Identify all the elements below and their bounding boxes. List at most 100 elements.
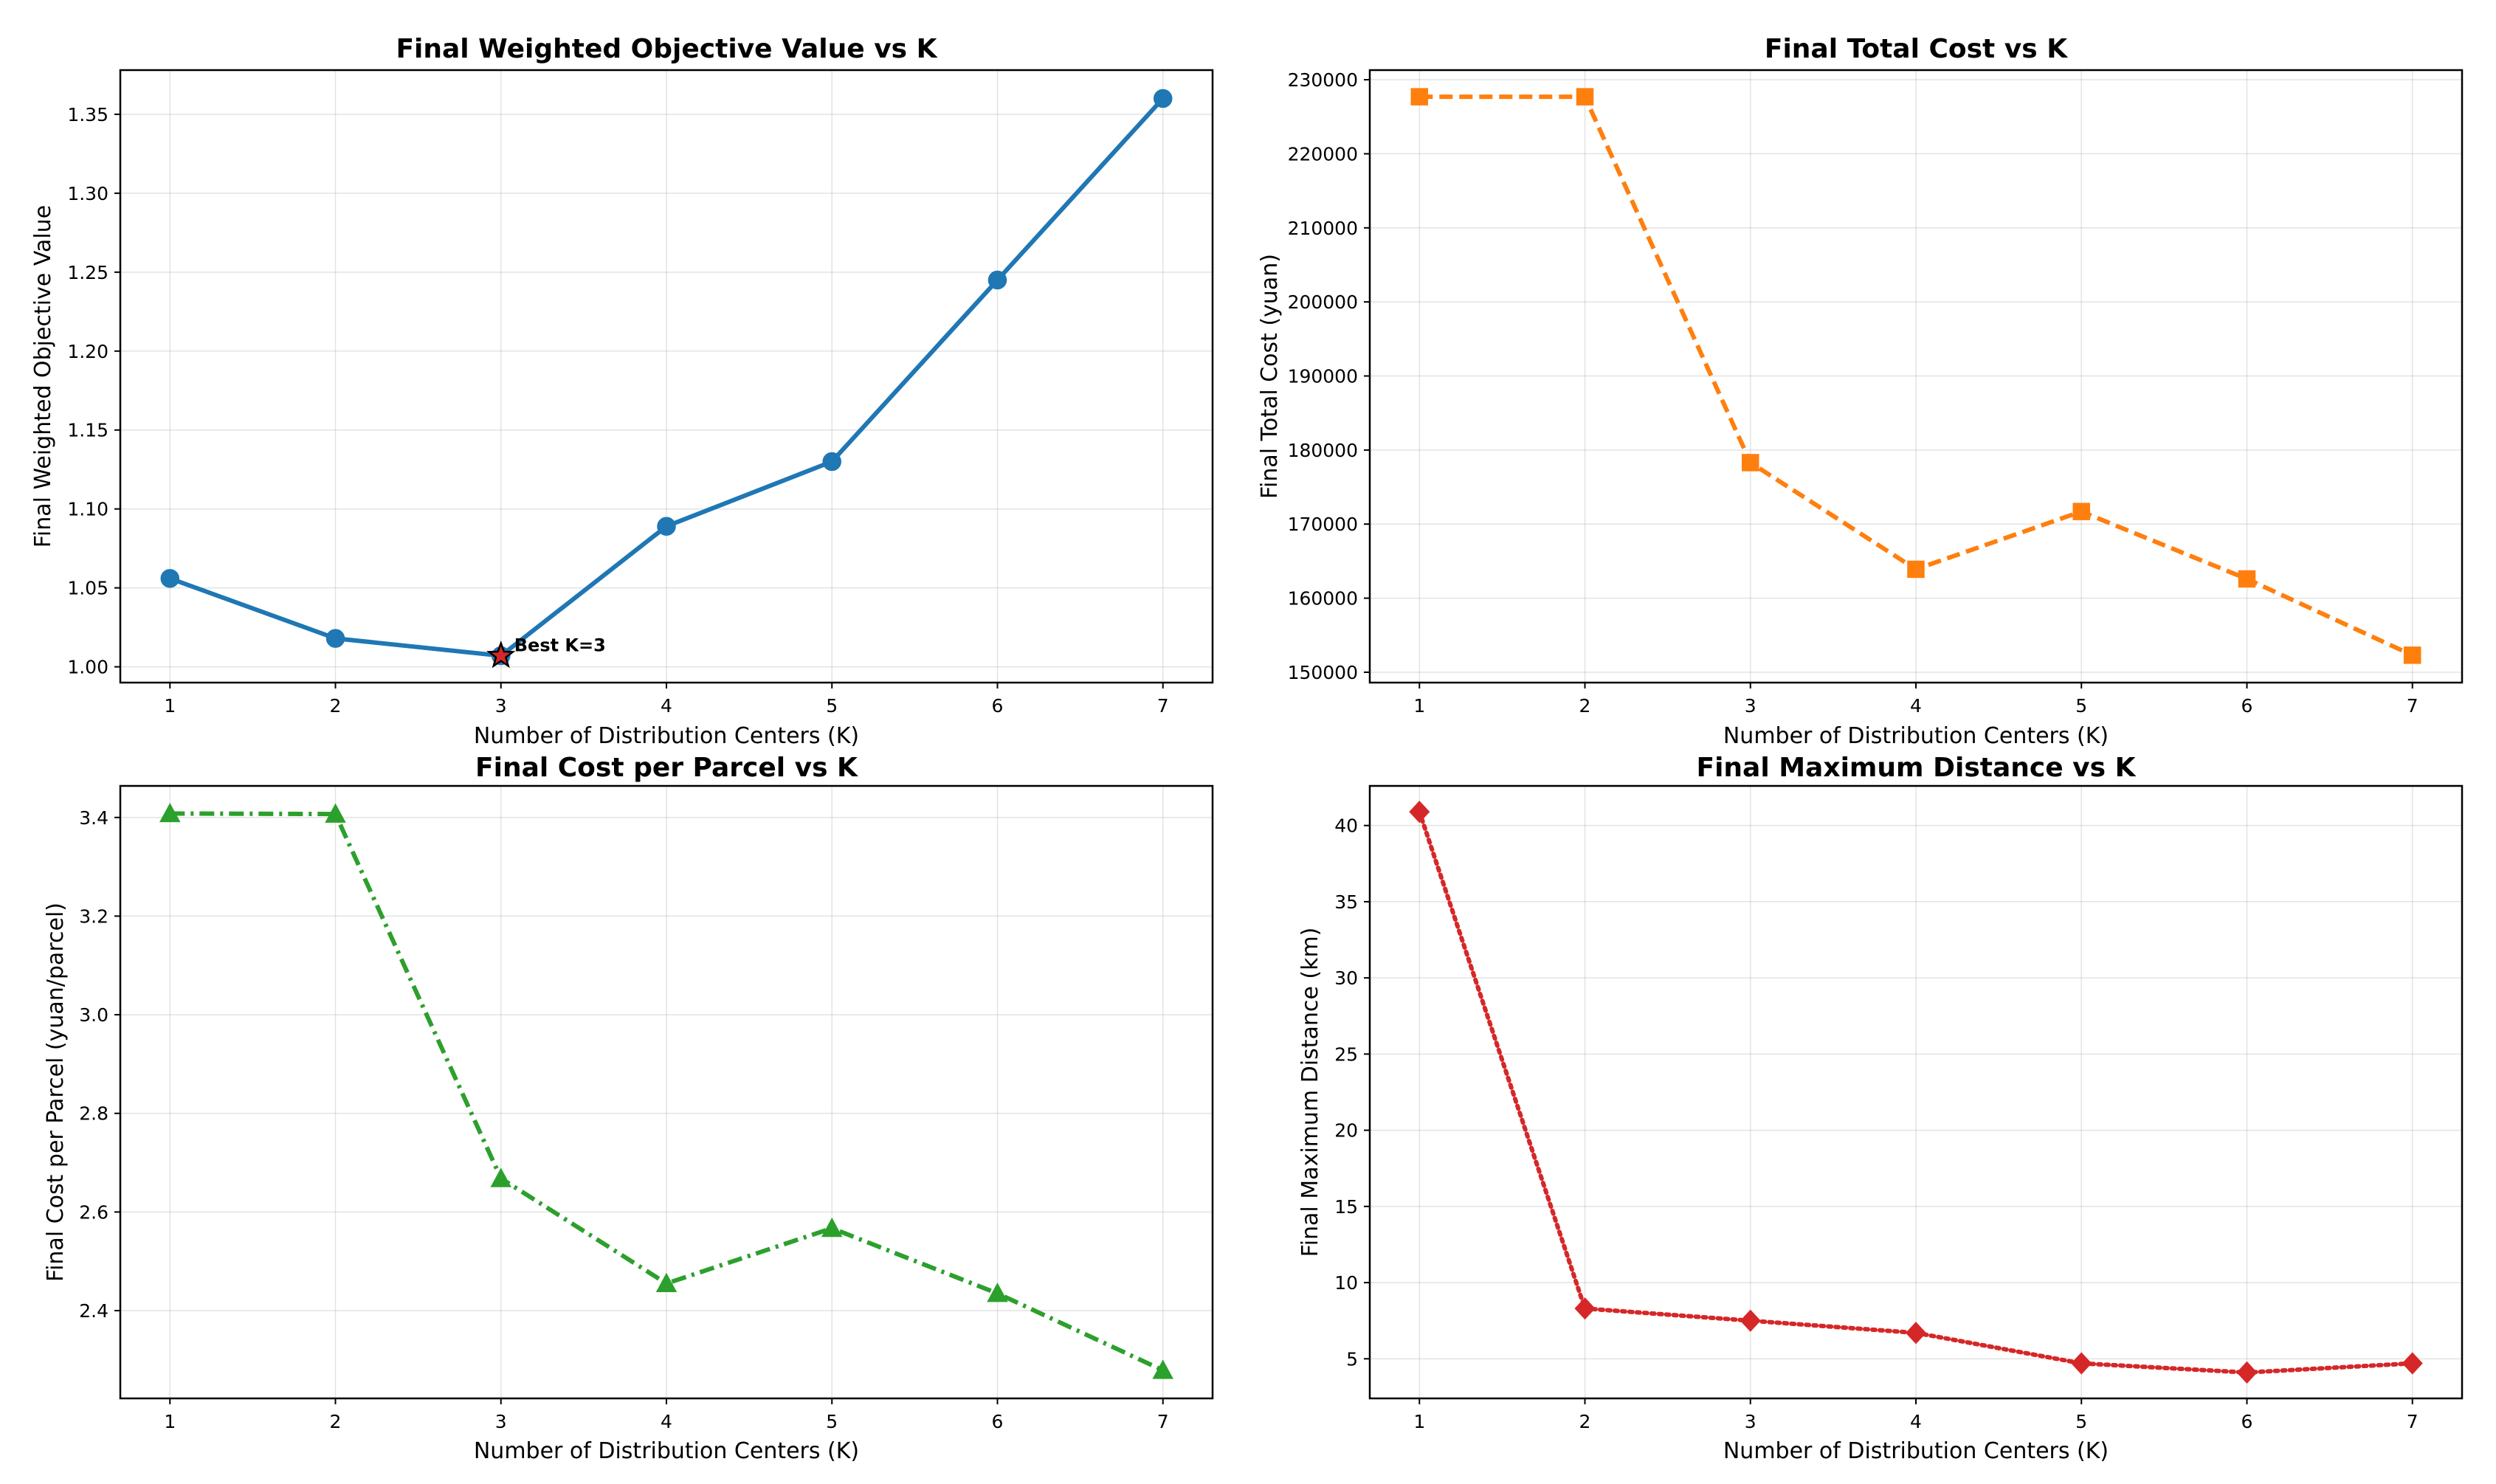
x-tick-label: 2	[330, 1411, 342, 1432]
data-point	[2402, 1352, 2423, 1375]
data-point	[1742, 454, 1759, 472]
chart-panel-2: 1 2 3 4 5 6 7 150000 160000 170000 180000 190000 200…	[1257, 34, 2464, 749]
y-tick-label: 30	[1334, 967, 1358, 989]
x-tick-label: 7	[2407, 695, 2419, 717]
x-axis-label: Number of Distribution Centers (K)	[474, 723, 859, 749]
x-tick-label: 4	[661, 1411, 672, 1432]
chart-panel-1: 1 2 3 4 5 6 7 1.00 1.05 1.10 1.15 1.20 1.25 1.30 1.35 F…	[30, 34, 1214, 749]
data-point	[1152, 1359, 1173, 1379]
data-point	[2403, 646, 2421, 664]
y-tick-label: 2.8	[79, 1103, 108, 1125]
chart-title: Final Maximum Distance vs K	[1697, 753, 2137, 783]
x-tick-label: 2	[1579, 1411, 1591, 1432]
y-tick-label: 210000	[1288, 218, 1358, 239]
chart-title: Final Cost per Parcel vs K	[475, 753, 858, 783]
data-point	[1409, 800, 1430, 824]
data-point	[822, 452, 841, 472]
y-tick-label: 170000	[1288, 514, 1358, 535]
data-point	[325, 803, 346, 823]
chart-title: Final Total Cost vs K	[1765, 34, 2068, 64]
y-tick-label: 180000	[1288, 440, 1358, 461]
data-point	[2071, 1352, 2092, 1375]
data-point	[2072, 503, 2090, 520]
best-k-star-marker	[486, 640, 516, 669]
x-tick-label: 4	[1910, 1411, 1922, 1432]
x-tick-label: 2	[330, 695, 342, 717]
data-point	[655, 1272, 678, 1293]
y-tick-label: 10	[1334, 1272, 1358, 1294]
y-tick-label: 25	[1334, 1043, 1358, 1065]
x-tick-label: 4	[1910, 695, 1922, 717]
data-point	[657, 517, 676, 536]
data-point	[2236, 1361, 2258, 1384]
y-axis-label: Final Total Cost (yuan)	[1257, 254, 1283, 499]
x-tick-label: 6	[992, 1411, 1004, 1432]
y-tick-label: 3.2	[79, 905, 108, 927]
best-k-annotation: Best K=3	[514, 635, 606, 656]
x-tick-label: 5	[826, 695, 838, 717]
data-point	[1740, 1309, 1761, 1332]
x-tick-label: 5	[2075, 695, 2087, 717]
y-tick-label: 1.10	[67, 499, 108, 520]
y-tick-label: 2.4	[79, 1300, 108, 1322]
data-point	[821, 1217, 843, 1238]
y-tick-label: 20	[1334, 1120, 1358, 1142]
x-tick-label: 3	[1745, 695, 1756, 717]
data-point	[987, 270, 1007, 290]
data-point	[1576, 88, 1594, 106]
chart-title: Final Weighted Objective Value vs K	[396, 34, 937, 64]
x-tick-label: 5	[826, 1411, 838, 1432]
data-point	[160, 569, 180, 588]
data-point	[159, 802, 181, 823]
y-tick-label: 1.15	[67, 420, 108, 441]
y-tick-label: 35	[1334, 891, 1358, 913]
x-tick-label: 1	[164, 1411, 176, 1432]
y-tick-label: 220000	[1288, 143, 1358, 165]
y-tick-label: 40	[1334, 815, 1358, 837]
chart-panel-3: 1 2 3 4 5 6 7 2.4 2.6 2.8 3.0 3.2 3.4 Final Cost per …	[43, 753, 1214, 1464]
x-tick-label: 3	[495, 1411, 507, 1432]
y-tick-label: 5	[1346, 1348, 1358, 1370]
x-tick-label: 1	[1413, 695, 1425, 717]
x-tick-label: 4	[661, 695, 672, 717]
y-tick-label: 190000	[1288, 365, 1358, 387]
y-tick-label: 1.25	[67, 262, 108, 283]
x-tick-label: 6	[2241, 1411, 2253, 1432]
x-tick-label: 5	[2075, 1411, 2087, 1432]
y-tick-label: 3.0	[79, 1004, 108, 1026]
y-tick-label: 230000	[1288, 69, 1358, 91]
x-tick-label: 6	[2241, 695, 2253, 717]
y-axis-label: Final Cost per Parcel (yuan/parcel)	[43, 903, 69, 1282]
data-point	[987, 1283, 1008, 1302]
data-point	[1410, 88, 1429, 106]
x-tick-label: 7	[2407, 1411, 2419, 1432]
y-tick-label: 1.00	[67, 657, 108, 678]
y-tick-label: 3.4	[79, 807, 108, 829]
x-tick-label: 1	[1413, 1411, 1425, 1432]
data-point	[1574, 1297, 1596, 1320]
y-axis-label: Final Weighted Objective Value	[30, 205, 56, 548]
data-point	[490, 1167, 512, 1187]
x-tick-label: 6	[992, 695, 1004, 717]
y-axis-label: Final Maximum Distance (km)	[1297, 928, 1323, 1257]
y-tick-label: 200000	[1288, 291, 1358, 313]
data-point	[1905, 1322, 1927, 1345]
data-point	[325, 629, 345, 648]
data-point	[1907, 560, 1925, 579]
x-axis-label: Number of Distribution Centers (K)	[1723, 1438, 2109, 1464]
data-point	[2238, 570, 2256, 588]
y-tick-label: 1.20	[67, 341, 108, 362]
x-axis-label: Number of Distribution Centers (K)	[474, 1438, 859, 1464]
y-tick-label: 1.30	[67, 183, 108, 204]
chart-panel-4: 1 2 3 4 5 6 7 5 10 15 20 25 30 35 40 Final Maximum Dist…	[1297, 753, 2464, 1464]
x-tick-label: 1	[164, 695, 176, 717]
y-tick-label: 15	[1334, 1196, 1358, 1218]
x-tick-label: 3	[1745, 1411, 1756, 1432]
x-tick-label: 7	[1157, 695, 1169, 717]
x-tick-label: 3	[495, 695, 507, 717]
y-tick-label: 160000	[1288, 588, 1358, 610]
y-tick-label: 1.35	[67, 104, 108, 125]
x-tick-label: 2	[1579, 695, 1591, 717]
data-point	[1153, 89, 1173, 108]
